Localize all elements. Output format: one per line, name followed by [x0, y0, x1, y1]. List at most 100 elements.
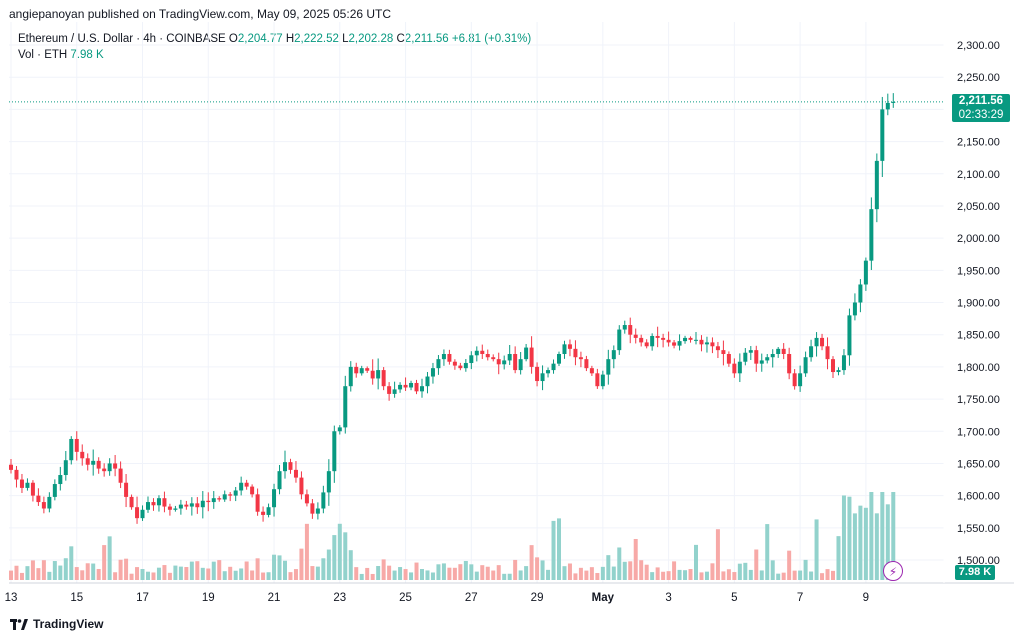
candle-body: [425, 376, 430, 387]
low-value: 2,202.28: [348, 33, 394, 45]
candle-body: [310, 503, 315, 514]
candle-body: [798, 373, 803, 387]
volume-bar: [694, 544, 698, 580]
candle-body: [19, 479, 24, 488]
brand-name: TradingView: [33, 617, 104, 631]
publish-header: angiepanoyan published on TradingView.co…: [9, 7, 392, 21]
symbol-title[interactable]: Ethereum / U.S. Dollar · 4h · COINBASE: [18, 33, 226, 45]
volume-bar: [25, 566, 30, 580]
candle-body: [255, 494, 260, 512]
volume-bar: [732, 572, 737, 580]
volume-bar: [392, 570, 397, 580]
candle-body: [348, 366, 353, 387]
volume-bar: [710, 563, 715, 580]
x-tick-label: 21: [268, 592, 281, 604]
candle-body: [74, 438, 79, 452]
volume-bar: [69, 546, 74, 580]
candle-body: [195, 503, 200, 508]
volume-bar: [315, 566, 320, 580]
y-tick-label: 1,550.00: [957, 523, 1000, 535]
volume-bar: [814, 519, 819, 580]
lightning-icon[interactable]: ⚡: [883, 561, 903, 581]
candle-body: [304, 494, 309, 504]
candle-body: [47, 496, 52, 509]
candle-body: [370, 370, 375, 379]
volume-bar: [852, 513, 857, 580]
volume-bar: [518, 570, 523, 580]
volume-bar: [58, 565, 63, 580]
x-tick-label: 19: [202, 592, 215, 604]
volume-bar: [113, 572, 118, 580]
volume-bar: [765, 524, 770, 580]
candle-body: [715, 346, 720, 351]
candle-body: [469, 355, 474, 364]
y-tick-label: 1,950.00: [957, 265, 1000, 277]
volume-bar: [869, 492, 874, 580]
volume-bar: [211, 561, 216, 580]
volume-bar: [831, 570, 835, 580]
last-price-tag: 2,211.56 02:33:29: [952, 94, 1010, 122]
volume-bar: [502, 573, 507, 580]
close-label: C: [396, 33, 405, 45]
candle-body: [283, 462, 287, 472]
volume-bar: [792, 570, 797, 580]
volume-bar: [841, 495, 846, 580]
candle-body: [107, 463, 112, 472]
candle-body: [272, 489, 277, 508]
candle-body: [787, 354, 792, 374]
x-tick-label: 27: [465, 592, 478, 604]
volume-bar: [622, 561, 627, 580]
candle-body: [151, 502, 156, 506]
volume-bar: [650, 572, 655, 580]
volume-bar: [803, 559, 808, 580]
volume-bar: [628, 561, 633, 580]
volume-bar: [688, 569, 693, 580]
candle-body: [863, 260, 868, 285]
volume-bar: [770, 560, 775, 580]
volume-label[interactable]: Vol · ETH: [18, 49, 68, 61]
candle-body: [628, 325, 633, 335]
volume-bar: [666, 571, 671, 580]
volume-bar: [376, 566, 381, 580]
volume-bar: [480, 565, 485, 580]
volume-bar: [485, 566, 490, 580]
volume-bar: [293, 569, 298, 580]
candle-body: [458, 365, 463, 369]
volume-bar: [463, 560, 468, 580]
candle-body: [858, 284, 863, 303]
volume-bar: [91, 563, 96, 580]
candle-body: [633, 334, 638, 338]
candle-body: [414, 382, 419, 392]
candle-body: [447, 354, 452, 362]
volume-bar: [299, 548, 304, 580]
x-tick-label: 3: [665, 592, 671, 604]
candle-body: [551, 363, 556, 371]
x-tick-label: 23: [333, 592, 346, 604]
candle-body: [30, 482, 35, 496]
volume-bar: [272, 554, 277, 580]
candle-body: [162, 498, 167, 507]
volume-bar: [233, 570, 238, 580]
candle-body: [754, 350, 759, 364]
candle-body: [496, 359, 501, 365]
volume-bar: [639, 560, 644, 580]
x-tick-label: 25: [399, 592, 412, 604]
volume-bar: [343, 532, 348, 580]
volume-bar: [584, 570, 589, 580]
candle-body: [189, 503, 194, 507]
candle-body: [710, 342, 715, 347]
volume-bar: [759, 570, 764, 580]
volume-bar: [414, 562, 419, 580]
candle-body: [233, 490, 238, 496]
candle-body: [869, 209, 874, 261]
volume-bar: [573, 573, 578, 580]
candle-body: [567, 344, 572, 349]
y-tick-label: 1,750.00: [957, 394, 1000, 406]
volume-bar: [567, 563, 572, 580]
candle-body: [184, 504, 189, 507]
candle-body: [420, 386, 424, 392]
candle-body: [611, 350, 616, 360]
volume-bar: [52, 561, 57, 580]
volume-bar: [261, 572, 266, 580]
